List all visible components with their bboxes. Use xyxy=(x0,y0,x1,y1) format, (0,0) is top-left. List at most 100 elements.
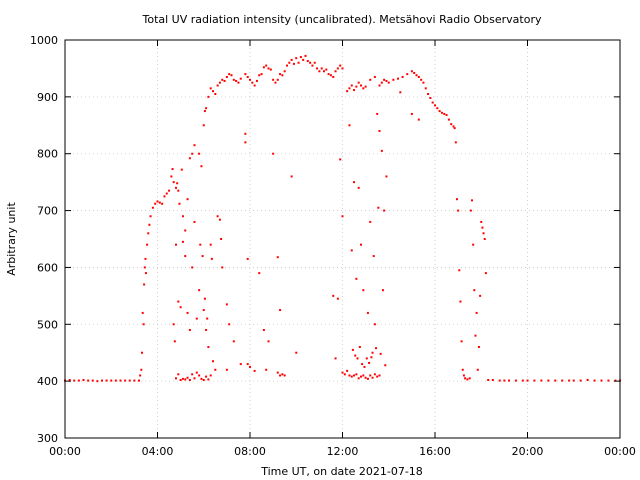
data-point xyxy=(399,91,402,94)
data-point xyxy=(191,373,194,376)
data-point xyxy=(218,81,221,84)
data-point xyxy=(348,87,351,90)
data-point xyxy=(579,379,582,382)
data-point xyxy=(309,61,312,64)
data-point xyxy=(332,75,335,78)
data-point xyxy=(440,111,443,114)
data-point xyxy=(341,215,344,218)
data-point xyxy=(568,379,571,382)
data-point xyxy=(151,206,154,209)
data-point xyxy=(230,74,233,77)
data-point xyxy=(228,323,231,326)
data-point xyxy=(561,379,564,382)
data-point xyxy=(554,379,557,382)
data-point xyxy=(156,200,159,203)
data-point xyxy=(614,379,617,382)
data-point xyxy=(508,379,510,382)
data-point xyxy=(586,379,589,382)
data-point xyxy=(73,379,76,382)
data-point xyxy=(203,297,206,300)
data-point xyxy=(339,158,342,161)
data-point xyxy=(214,93,217,96)
data-point xyxy=(172,181,175,184)
data-point xyxy=(350,249,353,252)
data-point xyxy=(260,73,263,76)
data-point xyxy=(533,379,536,382)
data-point xyxy=(87,379,90,382)
data-point xyxy=(288,61,291,64)
data-point xyxy=(306,60,309,63)
data-point xyxy=(304,54,307,57)
data-point xyxy=(379,352,382,355)
data-point xyxy=(237,81,240,84)
data-point xyxy=(203,110,206,113)
data-point xyxy=(373,75,376,78)
data-point xyxy=(177,300,180,303)
plot-frame xyxy=(64,39,621,439)
data-point xyxy=(469,209,472,212)
data-point xyxy=(332,294,335,297)
y-axis-title: Arbitrary unit xyxy=(5,202,18,276)
y-tick-label: 500 xyxy=(37,318,58,331)
data-point xyxy=(165,192,168,195)
data-point xyxy=(244,132,247,135)
data-point xyxy=(373,323,376,326)
data-point xyxy=(371,351,374,354)
y-tick-label: 700 xyxy=(37,205,58,218)
data-point xyxy=(316,67,319,70)
data-point xyxy=(336,297,339,300)
data-point xyxy=(385,79,388,82)
data-point xyxy=(205,107,208,110)
data-point xyxy=(206,317,209,320)
data-point xyxy=(343,373,346,376)
data-point xyxy=(457,209,460,212)
data-point xyxy=(202,309,205,312)
data-point xyxy=(253,369,256,372)
data-point xyxy=(246,75,249,78)
data-point xyxy=(438,110,441,113)
data-point xyxy=(364,85,367,88)
data-point xyxy=(175,243,177,246)
data-point xyxy=(175,377,177,380)
data-point xyxy=(225,303,228,306)
data-point xyxy=(481,226,484,229)
grid-lines xyxy=(65,40,620,438)
data-point xyxy=(417,75,420,78)
data-point xyxy=(258,272,261,275)
x-tick-label: 00:00 xyxy=(604,445,636,458)
data-point xyxy=(483,238,486,240)
data-point xyxy=(144,272,147,275)
data-point xyxy=(198,152,201,155)
data-point xyxy=(177,373,180,376)
data-point xyxy=(295,351,298,354)
data-point xyxy=(323,70,325,73)
data-point xyxy=(184,255,187,258)
data-point xyxy=(148,223,151,226)
data-point xyxy=(235,79,238,82)
data-point xyxy=(246,257,249,260)
chart-title: Total UV radiation intensity (uncalibrat… xyxy=(142,13,542,26)
data-point xyxy=(188,157,191,160)
data-point xyxy=(228,73,231,76)
data-point xyxy=(475,311,478,314)
data-point xyxy=(272,78,275,81)
data-point xyxy=(201,255,204,258)
data-point xyxy=(378,374,381,377)
data-point xyxy=(462,374,465,377)
y-tick-label: 300 xyxy=(37,432,58,445)
data-point xyxy=(341,67,344,70)
data-point xyxy=(184,229,187,232)
data-point xyxy=(186,311,189,314)
data-point xyxy=(181,377,184,380)
data-point xyxy=(281,373,284,376)
data-point xyxy=(168,189,171,192)
data-point xyxy=(221,78,224,81)
data-point xyxy=(521,379,524,382)
data-point xyxy=(191,152,194,155)
data-point xyxy=(410,70,413,73)
data-point xyxy=(302,58,305,61)
data-point xyxy=(176,182,179,185)
data-point xyxy=(141,311,144,314)
data-point xyxy=(353,89,356,92)
